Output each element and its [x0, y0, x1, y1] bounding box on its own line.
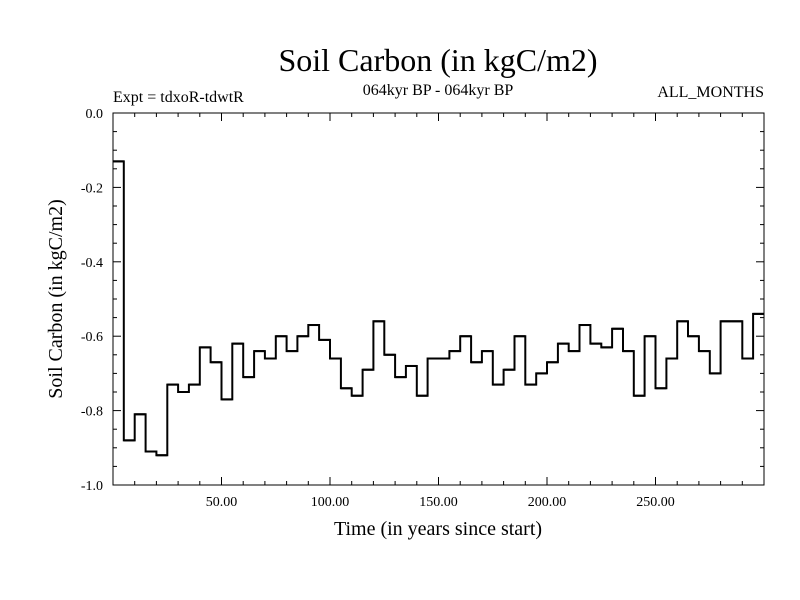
y-tick-label: -0.4: [81, 256, 103, 271]
x-tick-label: 200.00: [528, 495, 567, 510]
experiment-label: Expt = tdxoR-tdwtR: [113, 89, 244, 106]
plot-frame: [112, 112, 765, 486]
chart-subtitle: 064kyr BP - 064kyr BP: [363, 82, 514, 99]
x-tick-label: 150.00: [419, 495, 458, 510]
x-tick-label: 100.00: [311, 495, 350, 510]
axis-tick-labels: 50.00 100.00 150.00 200.00 250.00 0.0 -0.2 -0.4…: [81, 107, 675, 510]
y-tick-label: -0.8: [81, 405, 103, 420]
y-axis-label: Soil Carbon (in kgC/m2): [45, 199, 67, 398]
series-group: [113, 160, 764, 457]
x-tick-label: 250.00: [636, 495, 675, 510]
season-label: ALL_MONTHS: [657, 84, 764, 101]
x-axis-label: Time (in years since start): [334, 518, 542, 540]
y-tick-label: -0.6: [81, 330, 103, 345]
x-tick-label: 50.00: [206, 495, 238, 510]
series-line: [113, 160, 764, 457]
axis-ticks: [113, 112, 764, 486]
y-tick-label: 0.0: [86, 107, 104, 122]
y-tick-label: -1.0: [81, 479, 103, 494]
y-tick-label: -0.2: [81, 181, 103, 196]
chart-title: Soil Carbon (in kgC/m2): [278, 42, 597, 78]
